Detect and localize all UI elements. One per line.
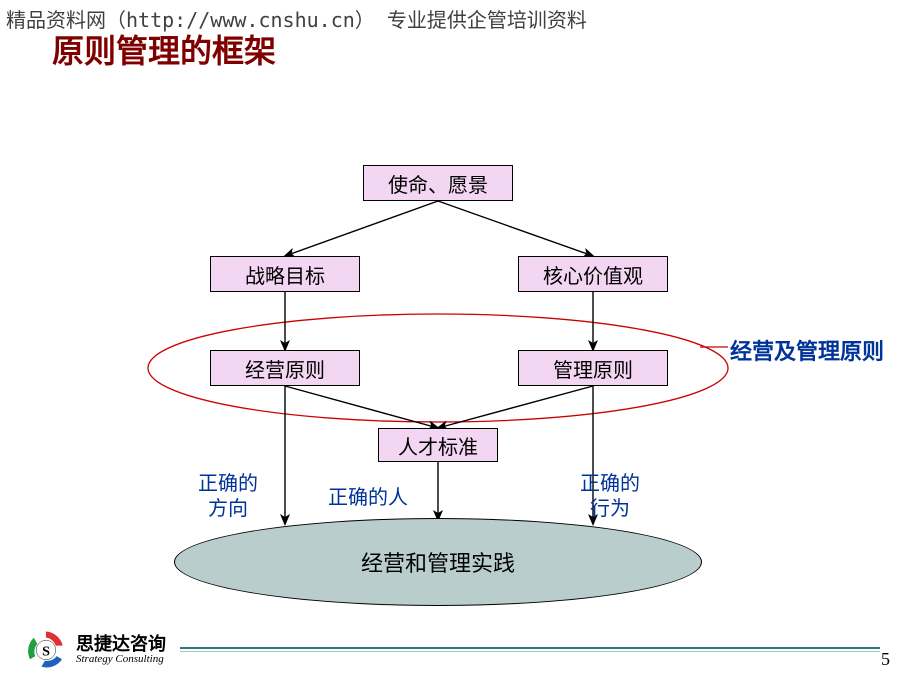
footer-company-en: Strategy Consulting — [76, 654, 166, 666]
node-practice-ellipse: 经营和管理实践 — [174, 518, 702, 606]
footer-company-cn: 思捷达咨询 — [76, 635, 166, 654]
node-talent: 人才标准 — [378, 428, 498, 462]
node-mission: 使命、愿景 — [363, 165, 513, 201]
annotation-correct-person: 正确的人 — [328, 486, 408, 511]
node-strategy: 战略目标 — [210, 256, 360, 292]
node-values: 核心价值观 — [518, 256, 668, 292]
annotation-correct-behavior: 正确的 行为 — [580, 472, 640, 522]
node-mgmt: 管理原则 — [518, 350, 668, 386]
logo-icon: S — [24, 628, 68, 672]
svg-text:S: S — [42, 643, 50, 659]
ring-label: 经营及管理原则 — [730, 334, 884, 366]
footer-divider — [180, 647, 880, 652]
page-number: 5 — [881, 649, 890, 670]
footer-logo-block: S 思捷达咨询 Strategy Consulting — [24, 628, 166, 672]
annotation-correct-direction: 正确的 方向 — [198, 472, 258, 522]
node-biz: 经营原则 — [210, 350, 360, 386]
